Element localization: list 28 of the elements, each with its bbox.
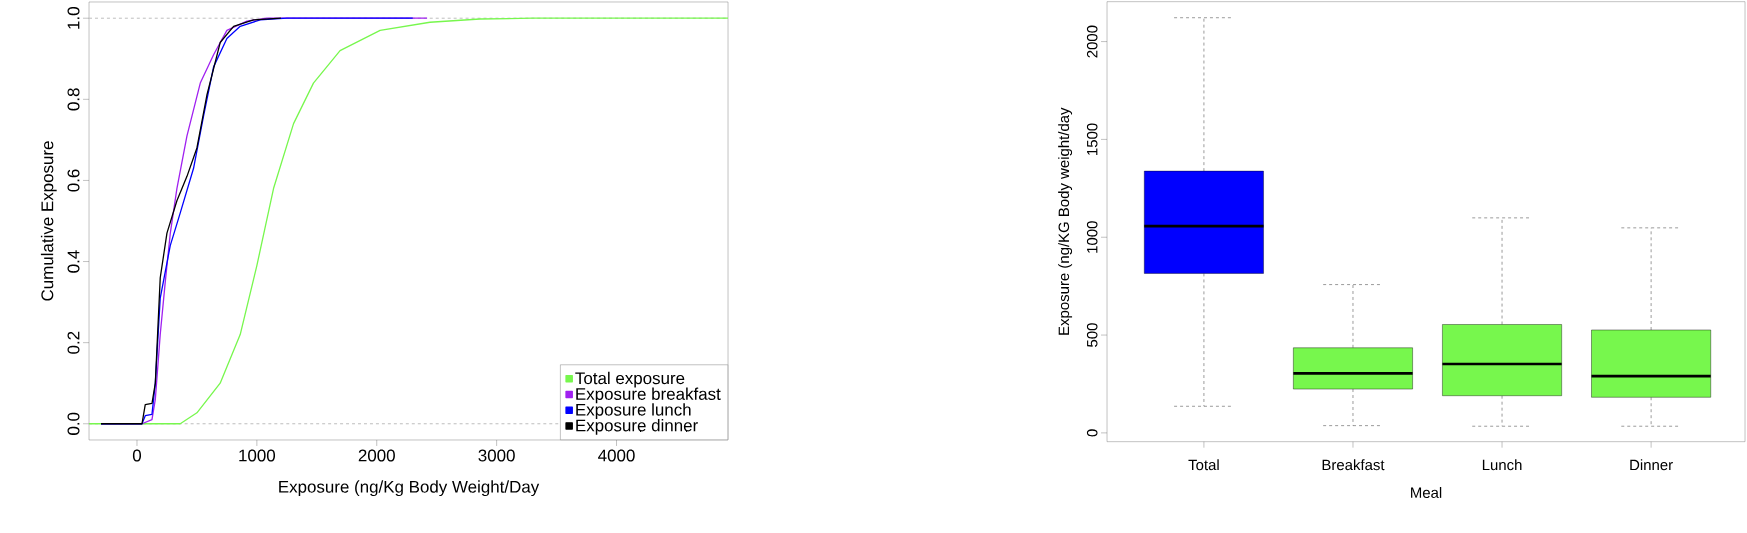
x-tick-label: 0 xyxy=(132,449,142,462)
legend-label: Exposure breakfast xyxy=(576,387,721,404)
y-tick-label: 500 xyxy=(1086,323,1098,347)
legend-label: Exposure dinner xyxy=(576,419,698,435)
y-tick-label: 0.8 xyxy=(67,88,80,111)
x-axis-title: Exposure (ng/Kg Body Weight/Day xyxy=(279,480,540,497)
y-tick-label: 0 xyxy=(1086,429,1098,437)
x-tick-label: Breakfast xyxy=(1322,459,1385,471)
x-axis-title: Meal xyxy=(1411,487,1442,498)
y-tick-label: 0.6 xyxy=(67,169,80,192)
y-tick-label: 1500 xyxy=(1086,123,1098,155)
y-axis-title: Cumulative Exposure xyxy=(40,141,57,301)
legend-label: Total exposure xyxy=(575,371,685,388)
x-tick-label: Total xyxy=(1188,459,1219,471)
y-tick-label: 0.0 xyxy=(67,412,80,435)
x-tick-label: 1000 xyxy=(239,449,276,462)
x-tick-label: Dinner xyxy=(1630,459,1673,471)
x-tick-label: 3000 xyxy=(478,449,515,462)
x-tick-label: 2000 xyxy=(358,449,395,462)
y-tick-label: 2000 xyxy=(1086,25,1098,58)
y-tick-label: 1.0 xyxy=(67,7,80,29)
y-tick-label: 1000 xyxy=(1086,221,1098,253)
x-tick-label: Lunch xyxy=(1482,459,1522,471)
x-tick-label: 4000 xyxy=(598,449,635,462)
y-axis-title: Exposure (ng/KG Body weight/day xyxy=(1058,107,1073,335)
legend-label: Exposure lunch xyxy=(576,403,691,420)
y-tick-label: 0.4 xyxy=(67,250,80,273)
y-tick-label: 0.2 xyxy=(67,331,80,354)
